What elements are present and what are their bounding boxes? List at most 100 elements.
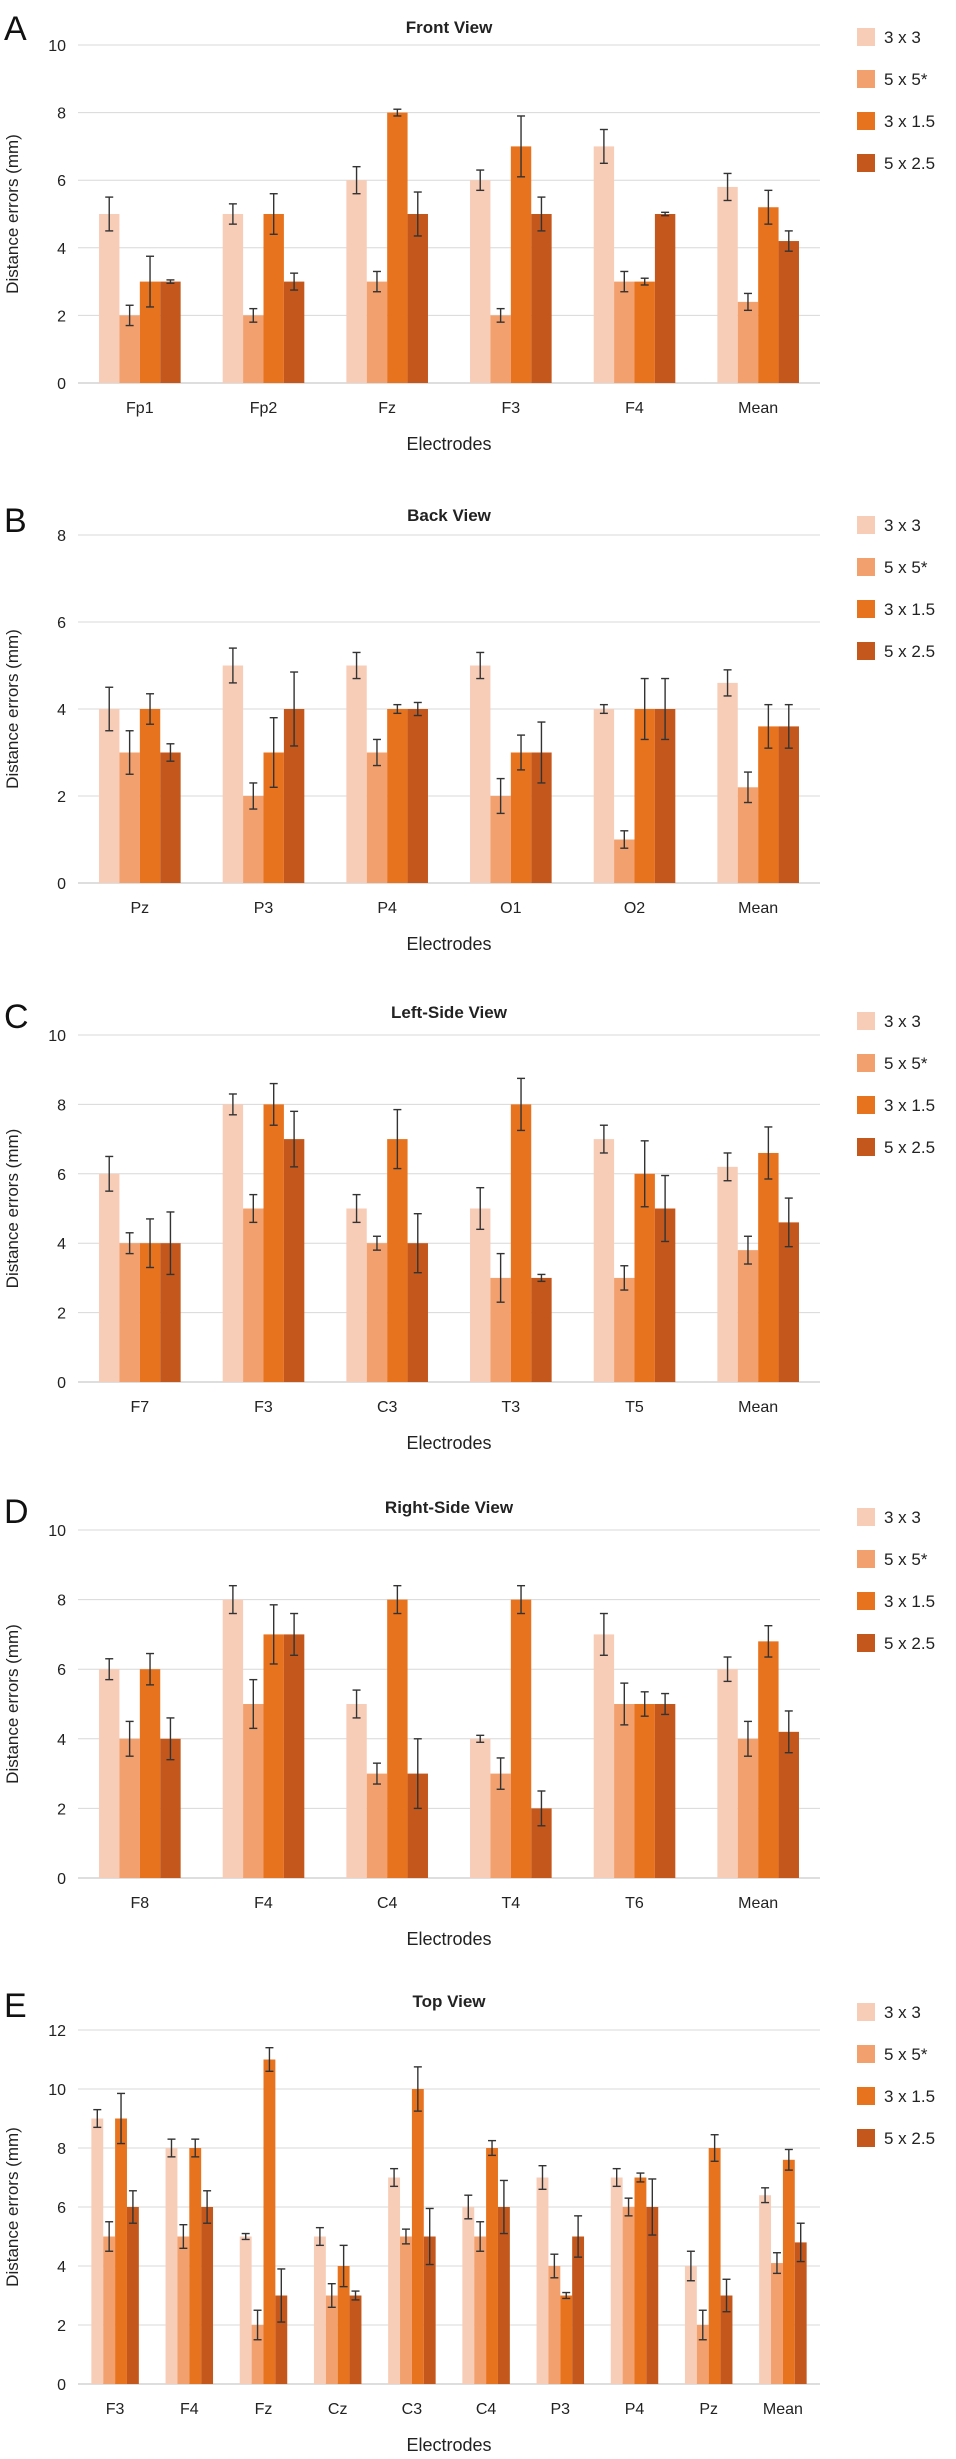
- legend-label: 3 x 1.5: [884, 112, 935, 131]
- y-tick-label: 6: [57, 615, 66, 632]
- legend-swatch-4: [857, 642, 875, 660]
- bar-5-x-5--fp2: [243, 315, 264, 383]
- legend-label: 3 x 3: [884, 516, 921, 535]
- x-axis-label: Electrodes: [406, 2435, 491, 2455]
- bar-3-x-3-mean: [717, 186, 738, 383]
- bar-3-x-1-5-f3: [115, 2118, 127, 2384]
- bar-3-x-3-p3: [222, 665, 244, 883]
- x-tick-label: F8: [130, 1895, 149, 1912]
- bar-5-x-5--c3: [366, 1243, 388, 1382]
- y-tick-label: 4: [57, 1732, 66, 1749]
- bar-3-x-3-f7: [99, 1173, 120, 1382]
- bar-5-x-2-5-p4: [407, 709, 428, 883]
- bar-5-x-2-5-t3: [531, 1277, 552, 1382]
- x-tick-label: C4: [377, 1895, 398, 1912]
- y-tick-label: 4: [57, 702, 66, 719]
- bar-3-x-1-5-t5: [634, 1173, 655, 1382]
- bar-3-x-1-5-o2: [634, 709, 655, 883]
- x-tick-label: T4: [501, 1895, 520, 1912]
- bar-5-x-5--c3: [400, 2236, 412, 2384]
- bar-5-x-2-5-f7: [160, 1243, 181, 1382]
- bar-3-x-1-5-c4: [486, 2148, 498, 2384]
- y-tick-label: 8: [57, 2141, 66, 2158]
- bar-3-x-1-5-fz: [263, 2059, 276, 2384]
- y-tick-label: 0: [57, 376, 66, 393]
- y-axis-label: Distance errors (mm): [3, 1129, 22, 1289]
- x-tick-label: P3: [254, 900, 274, 917]
- panel-label: D: [4, 1493, 29, 1531]
- bar-5-x-5--fp1: [119, 315, 140, 383]
- y-tick-label: 8: [57, 1097, 66, 1114]
- legend-swatch-3: [857, 1096, 875, 1114]
- bar-5-x-5--f3: [243, 1208, 264, 1382]
- x-tick-label: F3: [501, 400, 520, 417]
- bar-3-x-3-mean: [717, 1669, 738, 1878]
- bar-5-x-5--t6: [614, 1704, 635, 1878]
- bar-3-x-1-5-f4: [263, 1634, 284, 1878]
- bar-5-x-2-5-o1: [531, 752, 552, 883]
- x-tick-label: Cz: [328, 2401, 348, 2418]
- bar-3-x-3-c3: [388, 2177, 401, 2384]
- bar-5-x-5--f4: [243, 1704, 264, 1878]
- legend-swatch-1: [857, 28, 875, 46]
- bar-5-x-5--c4: [474, 2236, 487, 2384]
- bar-3-x-3-t6: [593, 1634, 615, 1878]
- bar-5-x-2-5-f4: [654, 214, 676, 383]
- bar-3-x-3-fz: [239, 2236, 252, 2384]
- bar-5-x-5--o1: [490, 796, 511, 883]
- bar-5-x-5--f3: [103, 2236, 116, 2384]
- chart-panel-e: E Top View 0 2 4 6 8 10 12 Distance errors (mm) El…: [3, 1987, 935, 2455]
- bar-5-x-2-5-mean: [778, 1222, 799, 1382]
- legend: 3 x 3 5 x 5* 3 x 1.5 5 x 2.5: [857, 516, 935, 661]
- legend-swatch-3: [857, 600, 875, 618]
- bar-5-x-2-5-f3: [531, 214, 552, 383]
- bar-5-x-5--f3: [490, 315, 511, 383]
- x-tick-label: F4: [625, 400, 644, 417]
- bar-5-x-2-5-mean: [778, 241, 799, 383]
- bar-3-x-3-t5: [593, 1139, 615, 1382]
- chart-title: Front View: [406, 18, 493, 37]
- legend-label: 5 x 5*: [884, 558, 928, 577]
- x-tick-label: Mean: [763, 2401, 803, 2418]
- bar-3-x-1-5-mean: [758, 726, 779, 883]
- bar-3-x-1-5-f4: [634, 281, 655, 383]
- y-tick-label: 6: [57, 173, 66, 190]
- bar-3-x-3-fz: [346, 180, 367, 383]
- x-tick-label: F3: [106, 2401, 125, 2418]
- bar-5-x-5--f7: [119, 1243, 140, 1382]
- x-tick-label: C3: [402, 2401, 423, 2418]
- bar-3-x-1-5-mean: [758, 207, 779, 383]
- legend-label: 5 x 2.5: [884, 2129, 935, 2148]
- bar-3-x-3-cz: [313, 2236, 326, 2384]
- y-tick-label: 12: [48, 2023, 66, 2040]
- bar-3-x-3-pz: [684, 2266, 697, 2384]
- bar-3-x-1-5-pz: [708, 2148, 721, 2384]
- bar-3-x-3-o2: [593, 709, 615, 883]
- bar-5-x-2-5-fp1: [160, 281, 181, 383]
- bar-5-x-5--t5: [614, 1277, 635, 1382]
- x-tick-label: Mean: [738, 1895, 778, 1912]
- bar-3-x-3-t3: [470, 1208, 491, 1382]
- bar-5-x-5--t3: [490, 1277, 511, 1382]
- legend-label: 5 x 2.5: [884, 642, 935, 661]
- bar-3-x-3-fp2: [222, 214, 244, 383]
- bar-5-x-2-5-cz: [349, 2295, 362, 2384]
- legend-label: 5 x 5*: [884, 2045, 928, 2064]
- y-tick-label: 4: [57, 2259, 66, 2276]
- bar-5-x-5--f8: [119, 1738, 140, 1878]
- legend: 3 x 3 5 x 5* 3 x 1.5 5 x 2.5: [857, 28, 935, 173]
- bar-3-x-1-5-cz: [337, 2266, 350, 2384]
- panel-label: E: [4, 1987, 27, 2025]
- x-tick-label: F7: [130, 1399, 149, 1416]
- bar-5-x-2-5-mean: [794, 2242, 807, 2384]
- bar-3-x-1-5-p3: [560, 2295, 573, 2384]
- x-tick-label: Fz: [255, 2401, 273, 2418]
- panel-label: C: [4, 998, 29, 1036]
- y-tick-label: 2: [57, 1801, 66, 1818]
- bar-3-x-3-t4: [470, 1738, 491, 1878]
- x-tick-label: T3: [501, 1399, 520, 1416]
- bar-5-x-2-5-p4: [646, 2207, 659, 2384]
- bar-5-x-2-5-c3: [407, 1243, 428, 1382]
- y-tick-label: 8: [57, 1593, 66, 1610]
- bar-3-x-3-c3: [346, 1208, 367, 1382]
